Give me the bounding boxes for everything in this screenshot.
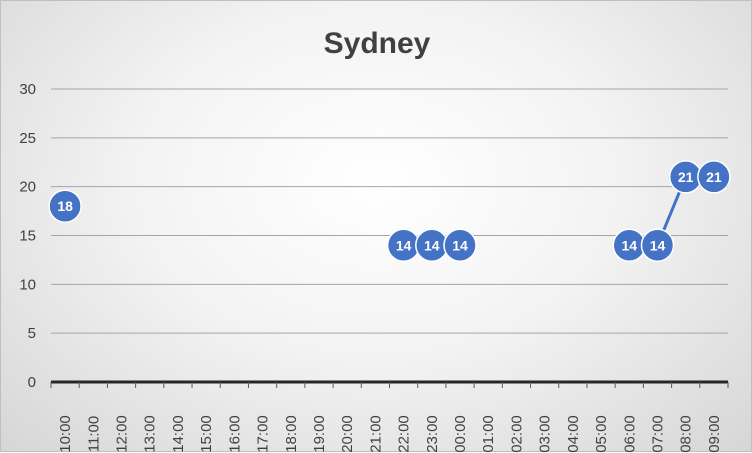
x-tick-label: 06:00 <box>621 415 638 453</box>
x-tick-label: 05:00 <box>593 415 610 453</box>
x-tick-label: 11:00 <box>85 416 102 452</box>
data-label: 14 <box>650 237 666 253</box>
x-tick-label: 15:00 <box>198 415 215 453</box>
data-label: 14 <box>396 237 412 253</box>
x-tick-label: 14:00 <box>170 415 187 453</box>
data-label: 21 <box>678 169 694 185</box>
data-label: 14 <box>621 237 637 253</box>
data-marker <box>697 160 731 194</box>
x-tick-label: 17:00 <box>255 415 272 453</box>
y-axis: 0 5 10 15 20 25 30 <box>19 81 36 391</box>
x-tick-label: 23:00 <box>424 415 441 453</box>
x-tick-label: 08:00 <box>678 415 695 453</box>
data-points: 18 14 14 14 14 14 21 21 <box>48 160 731 263</box>
data-point: 18 <box>48 189 82 223</box>
data-marker <box>443 228 477 263</box>
data-point: 14 <box>612 228 647 263</box>
data-point: 14 <box>415 228 449 263</box>
x-tick-label: 12:00 <box>114 415 131 453</box>
x-tick-label: 03:00 <box>537 415 554 453</box>
data-point: 21 <box>668 160 703 194</box>
x-tick-label: 09:00 <box>706 415 723 453</box>
data-point: 14 <box>443 228 477 263</box>
x-tick-label: 19:00 <box>311 415 328 453</box>
y-tick-label: 25 <box>19 130 36 147</box>
x-tick-label: 22:00 <box>396 415 413 453</box>
y-tick-label: 15 <box>19 228 36 245</box>
data-point: 14 <box>386 228 421 263</box>
x-tick-label: 18:00 <box>283 415 300 453</box>
chart-title: Sydney <box>324 27 431 60</box>
y-tick-label: 20 <box>19 179 36 196</box>
x-tick-label: 20:00 <box>339 415 356 453</box>
data-marker <box>48 189 82 223</box>
x-tick-label: 00:00 <box>452 415 469 453</box>
data-point: 21 <box>697 160 731 194</box>
gridlines <box>51 88 728 334</box>
data-marker <box>640 228 675 263</box>
x-tick-label: 07:00 <box>649 415 666 453</box>
y-tick-label: 10 <box>19 276 36 293</box>
x-tick-label: 16:00 <box>226 415 243 453</box>
x-tick-label: 10:00 <box>57 415 74 453</box>
data-label: 14 <box>452 237 468 253</box>
x-tick-label: 02:00 <box>508 415 525 453</box>
data-label: 14 <box>424 237 440 253</box>
y-tick-label: 5 <box>28 325 36 342</box>
y-tick-label: 30 <box>19 81 36 98</box>
data-label: 21 <box>706 169 722 185</box>
x-axis: 10:00 11:00 12:00 13:00 14:00 15:00 16:00 17:00… <box>50 380 729 453</box>
data-point: 14 <box>640 228 675 263</box>
y-tick-label: 0 <box>28 374 36 391</box>
x-tick-label: 01:00 <box>480 415 497 453</box>
x-tick-label: 21:00 <box>367 415 384 453</box>
data-label: 18 <box>57 198 73 214</box>
x-tick-label: 04:00 <box>565 415 582 453</box>
x-tick-label: 13:00 <box>142 415 159 453</box>
